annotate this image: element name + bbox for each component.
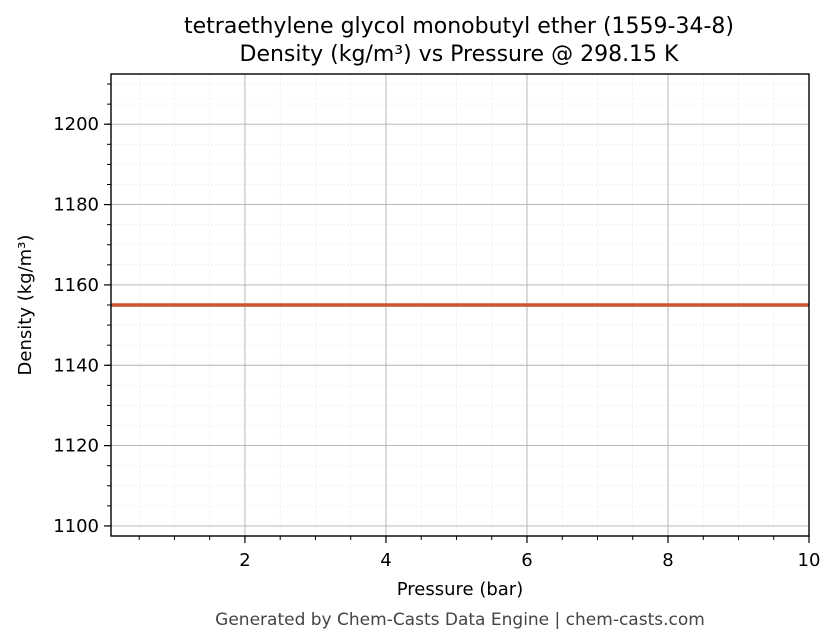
y-tick-label: 1180 xyxy=(53,195,99,216)
axis-ticks xyxy=(104,83,810,543)
x-axis-label: Pressure (bar) xyxy=(397,579,523,600)
y-tick-label: 1160 xyxy=(53,275,99,296)
chart-title-line-1: tetraethylene glycol monobutyl ether (15… xyxy=(184,14,734,39)
y-axis-label: Density (kg/m³) xyxy=(15,235,36,376)
y-tick-label: 1100 xyxy=(53,516,99,537)
x-tick-label: 8 xyxy=(662,550,673,571)
y-tick-label: 1200 xyxy=(53,114,99,135)
x-tick-label: 4 xyxy=(380,550,391,571)
y-tick-label: 1120 xyxy=(53,436,99,457)
y-tick-label: 1140 xyxy=(53,355,99,376)
footer-credit: Generated by Chem-Casts Data Engine | ch… xyxy=(215,610,705,630)
x-tick-label: 6 xyxy=(521,550,532,571)
x-tick-label: 2 xyxy=(239,550,250,571)
axis-tick-labels: 2 4 6 8 10 1100 1120 1140 1160 1180 1200 xyxy=(53,114,820,571)
x-tick-label: 10 xyxy=(798,550,821,571)
chart-title-line-2: Density (kg/m³) vs Pressure @ 298.15 K xyxy=(240,42,680,67)
